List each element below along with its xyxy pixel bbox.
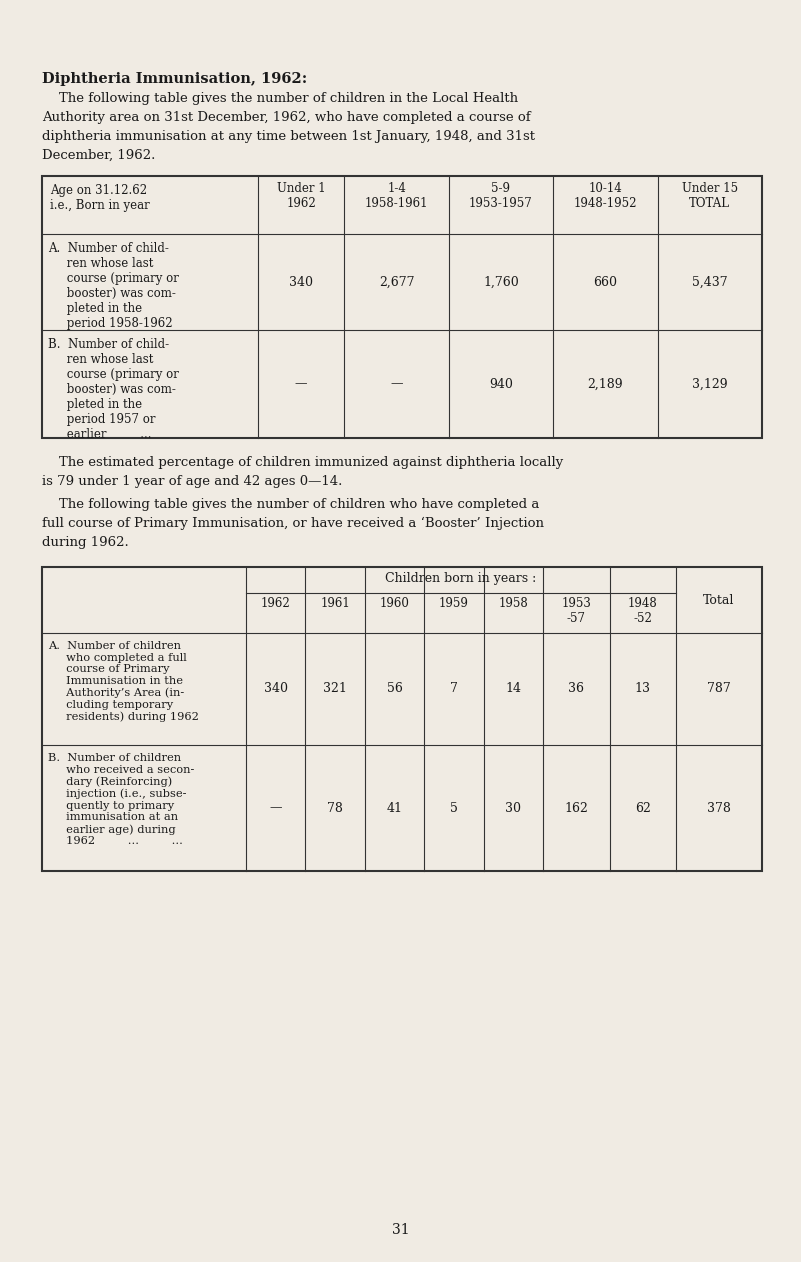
Text: 31: 31 (392, 1223, 409, 1237)
Text: A.  Number of children
     who completed a full
     course of Primary
     Imm: A. Number of children who completed a fu… (48, 641, 199, 722)
Text: The estimated percentage of children immunized against diphtheria locally: The estimated percentage of children imm… (42, 456, 563, 469)
Text: diphtheria immunisation at any time between 1st January, 1948, and 31st: diphtheria immunisation at any time betw… (42, 130, 535, 143)
Text: A.  Number of child-
     ren whose last
     course (primary or
     booster) w: A. Number of child- ren whose last cours… (48, 242, 179, 329)
Text: —: — (269, 801, 282, 814)
Text: 1961: 1961 (320, 597, 350, 610)
Text: Total: Total (703, 593, 735, 607)
Text: 1958: 1958 (498, 597, 528, 610)
Text: Children born in years :: Children born in years : (385, 572, 537, 586)
Text: 5,437: 5,437 (692, 275, 727, 289)
Text: Diphtheria Immunisation, 1962:: Diphtheria Immunisation, 1962: (42, 72, 308, 86)
Text: B.  Number of child-
     ren whose last
     course (primary or
     booster) w: B. Number of child- ren whose last cours… (48, 338, 179, 440)
Text: 56: 56 (387, 683, 402, 695)
Text: full course of Primary Immunisation, or have received a ‘Booster’ Injection: full course of Primary Immunisation, or … (42, 517, 544, 530)
Text: 7: 7 (450, 683, 458, 695)
Text: 36: 36 (568, 683, 584, 695)
Text: 660: 660 (594, 275, 618, 289)
Text: 1,760: 1,760 (483, 275, 519, 289)
Text: 1959: 1959 (439, 597, 469, 610)
Text: 1962: 1962 (261, 597, 291, 610)
Text: Age on 31.12.62
i.e., Born in year: Age on 31.12.62 i.e., Born in year (50, 184, 150, 212)
Text: 2,677: 2,677 (379, 275, 414, 289)
Text: 787: 787 (707, 683, 731, 695)
Text: 30: 30 (505, 801, 521, 814)
Text: 378: 378 (707, 801, 731, 814)
Text: Under 15
TOTAL: Under 15 TOTAL (682, 182, 738, 209)
Text: 1948
-52: 1948 -52 (628, 597, 658, 625)
Text: 3,129: 3,129 (692, 377, 727, 390)
Text: The following table gives the number of children who have completed a: The following table gives the number of … (42, 498, 539, 511)
Text: 1-4
1958-1961: 1-4 1958-1961 (364, 182, 429, 209)
Text: 14: 14 (505, 683, 521, 695)
Text: 41: 41 (387, 801, 402, 814)
Text: The following table gives the number of children in the Local Health: The following table gives the number of … (42, 92, 518, 105)
Text: 13: 13 (635, 683, 651, 695)
Text: 1953
-57: 1953 -57 (562, 597, 591, 625)
Text: —: — (390, 377, 403, 390)
Bar (42, 567, 762, 871)
Text: December, 1962.: December, 1962. (42, 149, 155, 162)
Text: 340: 340 (289, 275, 313, 289)
Text: 340: 340 (264, 683, 288, 695)
Text: 78: 78 (327, 801, 343, 814)
Text: 940: 940 (489, 377, 513, 390)
Text: 10-14
1948-1952: 10-14 1948-1952 (574, 182, 637, 209)
Text: —: — (295, 377, 308, 390)
Text: Under 1
1962: Under 1 1962 (277, 182, 325, 209)
Text: 5: 5 (450, 801, 458, 814)
Text: 62: 62 (635, 801, 650, 814)
Text: 5-9
1953-1957: 5-9 1953-1957 (469, 182, 533, 209)
Text: is 79 under 1 year of age and 42 ages 0—14.: is 79 under 1 year of age and 42 ages 0—… (42, 475, 342, 488)
Text: B.  Number of children
     who received a secon-
     dary (Reinforcing)
     i: B. Number of children who received a sec… (48, 753, 195, 847)
Text: 2,189: 2,189 (588, 377, 623, 390)
Bar (42, 175, 762, 438)
Text: 1960: 1960 (380, 597, 409, 610)
Text: Authority area on 31st December, 1962, who have completed a course of: Authority area on 31st December, 1962, w… (42, 111, 530, 124)
Text: during 1962.: during 1962. (42, 536, 129, 549)
Text: 162: 162 (565, 801, 588, 814)
Text: 321: 321 (323, 683, 347, 695)
